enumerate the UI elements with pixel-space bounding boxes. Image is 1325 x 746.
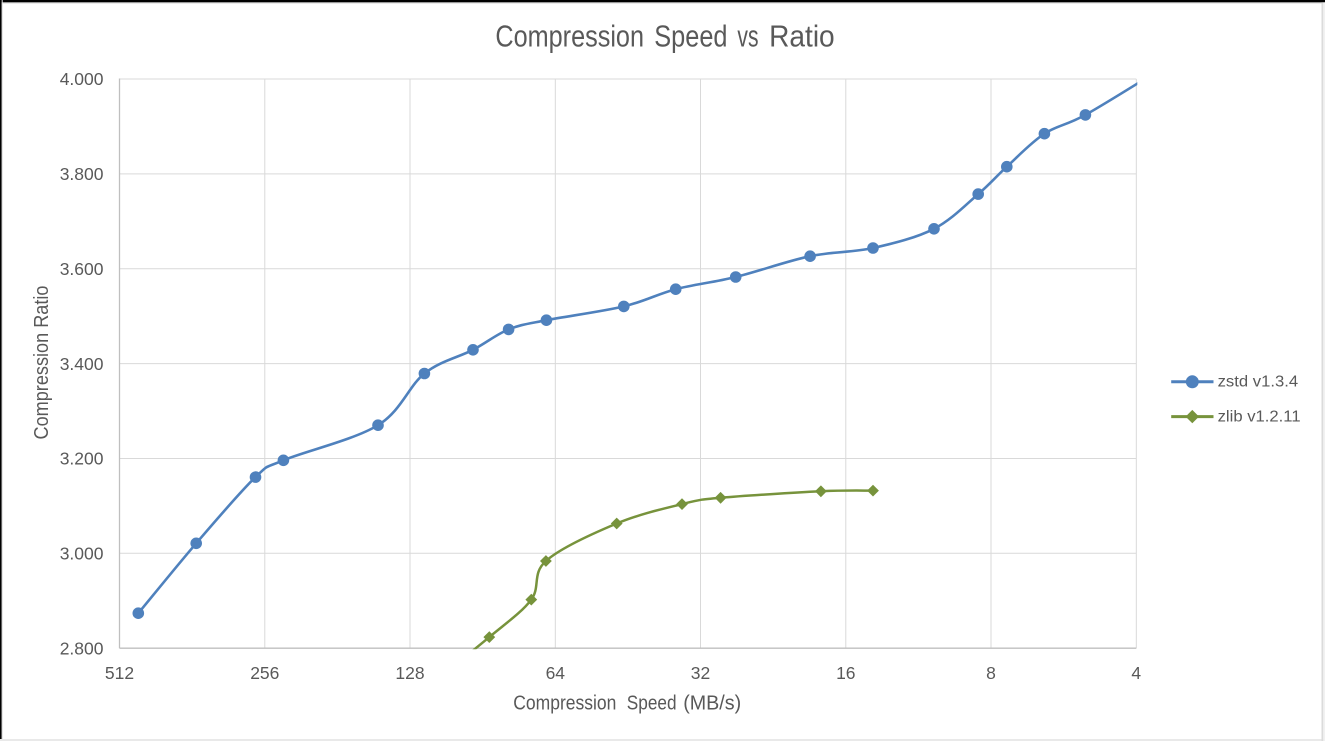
svg-text:32: 32 xyxy=(691,663,710,683)
svg-text:Compression Ratio: Compression Ratio xyxy=(31,286,53,440)
svg-text:512: 512 xyxy=(105,663,134,683)
svg-text:Compression: Compression xyxy=(495,19,644,54)
svg-text:vs: vs xyxy=(737,19,758,54)
svg-text:3.400: 3.400 xyxy=(60,354,104,374)
svg-text:Speed: Speed xyxy=(654,19,727,54)
svg-text:16: 16 xyxy=(836,663,855,683)
svg-text:64: 64 xyxy=(546,663,566,683)
svg-text:3.600: 3.600 xyxy=(60,259,104,279)
svg-text:3.200: 3.200 xyxy=(60,449,104,469)
svg-text:Compression: Compression xyxy=(513,693,616,715)
svg-text:4: 4 xyxy=(1131,663,1141,683)
svg-text:3.800: 3.800 xyxy=(60,164,104,184)
svg-text:(MB/s): (MB/s) xyxy=(683,693,741,715)
svg-text:2.800: 2.800 xyxy=(60,638,104,658)
svg-text:Ratio: Ratio xyxy=(769,19,835,54)
svg-text:4.000: 4.000 xyxy=(60,69,104,89)
svg-text:8: 8 xyxy=(986,663,996,683)
svg-text:256: 256 xyxy=(250,663,279,683)
svg-text:Speed: Speed xyxy=(627,693,677,715)
svg-text:3.000: 3.000 xyxy=(60,544,104,564)
svg-text:zlib v1.2.11: zlib v1.2.11 xyxy=(1218,408,1301,425)
svg-text:zstd v1.3.4: zstd v1.3.4 xyxy=(1218,374,1299,391)
svg-text:128: 128 xyxy=(395,663,424,683)
